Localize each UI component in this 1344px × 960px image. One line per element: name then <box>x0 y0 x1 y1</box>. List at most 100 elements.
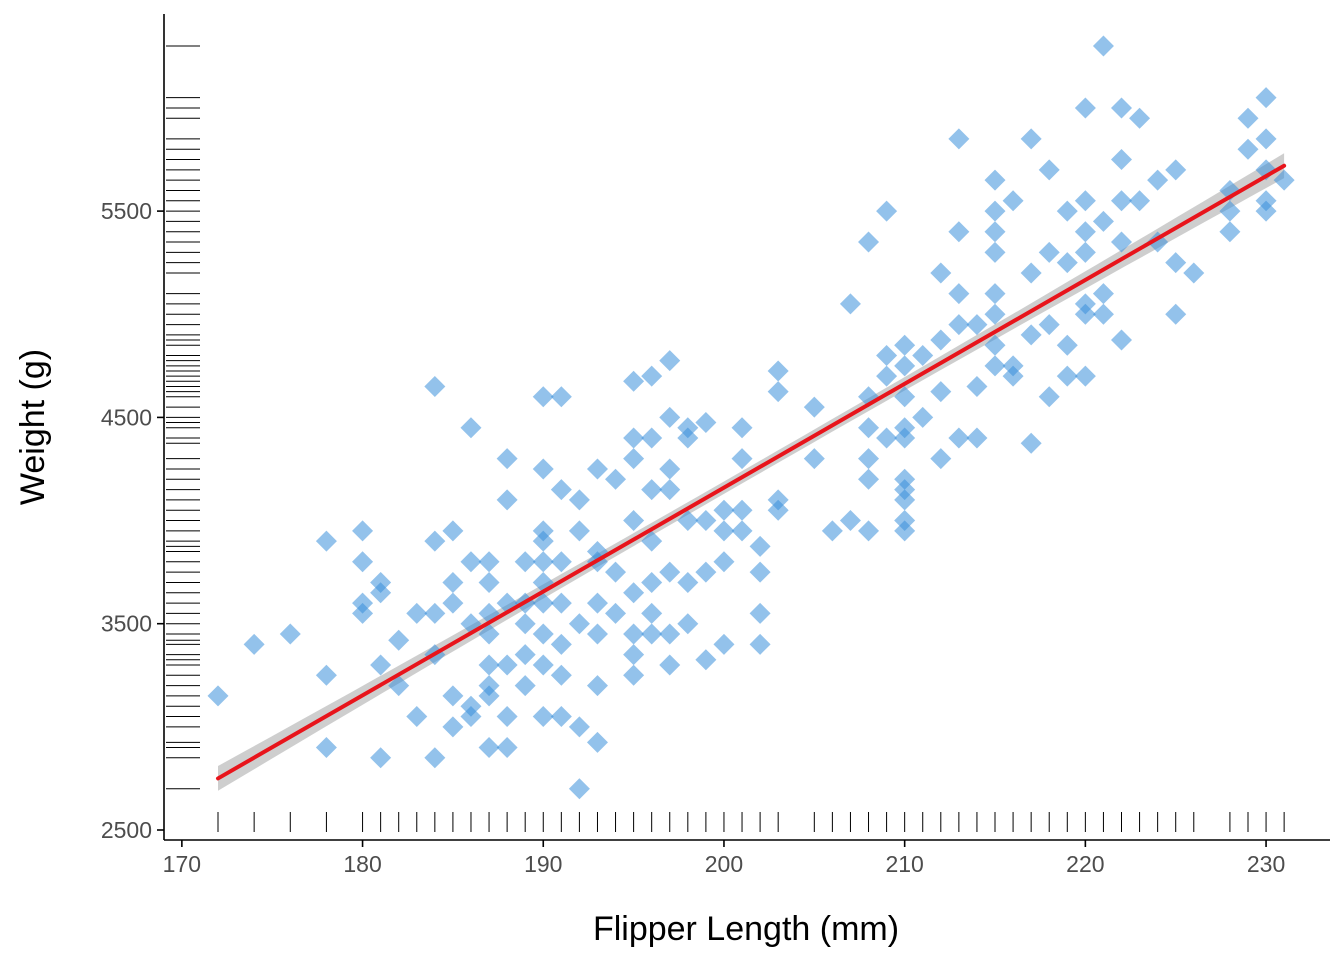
data-point <box>424 530 446 552</box>
data-point <box>948 128 970 150</box>
data-point <box>550 592 572 614</box>
data-point <box>478 623 500 645</box>
data-point <box>966 375 988 397</box>
data-point <box>315 736 337 758</box>
data-point <box>912 406 934 428</box>
data-point <box>1165 159 1187 181</box>
data-point <box>1020 432 1042 454</box>
data-point <box>641 365 663 387</box>
data-point <box>966 314 988 336</box>
data-point <box>605 602 627 624</box>
data-point <box>731 520 753 542</box>
data-points-layer <box>207 35 1295 800</box>
data-point <box>532 386 554 408</box>
fit-line-layer <box>216 163 1287 781</box>
data-point <box>713 551 735 573</box>
data-point <box>623 644 645 666</box>
data-point <box>352 520 374 542</box>
data-point <box>1165 303 1187 325</box>
data-point <box>930 448 952 470</box>
data-point <box>1111 149 1132 171</box>
data-point <box>532 654 554 676</box>
data-point <box>948 427 970 449</box>
data-point <box>623 370 645 392</box>
data-point <box>478 571 500 593</box>
y-axis-title: Weight (g) <box>14 349 52 505</box>
data-point <box>568 613 590 635</box>
data-point <box>677 510 699 532</box>
data-point <box>568 778 590 800</box>
data-point <box>279 623 301 645</box>
data-point <box>1092 35 1114 57</box>
data-point <box>550 551 572 573</box>
y-tick-label: 4500 <box>101 404 152 430</box>
data-point <box>821 520 843 542</box>
data-point <box>442 716 464 738</box>
data-point <box>568 716 590 738</box>
data-point <box>1074 190 1096 212</box>
data-point <box>424 602 446 624</box>
data-point <box>478 685 500 707</box>
data-point <box>930 329 952 351</box>
x-tick-label: 210 <box>885 851 923 877</box>
data-point <box>478 736 500 758</box>
data-point <box>1056 200 1078 222</box>
data-point <box>839 293 861 315</box>
data-point <box>352 551 374 573</box>
fit-line <box>216 163 1287 781</box>
data-point <box>930 381 952 403</box>
data-point <box>839 510 861 532</box>
data-point <box>858 417 880 439</box>
data-point <box>370 747 392 769</box>
data-point <box>586 458 608 480</box>
data-point <box>1038 314 1060 336</box>
data-point <box>496 448 518 470</box>
data-point <box>352 602 374 624</box>
data-point <box>1056 334 1078 356</box>
data-point <box>605 468 627 490</box>
data-point <box>1111 231 1132 253</box>
data-point <box>1056 252 1078 274</box>
data-point <box>532 551 554 573</box>
data-point <box>659 479 681 501</box>
data-point <box>659 623 681 645</box>
data-point <box>1020 128 1042 150</box>
data-point <box>532 706 554 728</box>
data-point <box>984 283 1006 305</box>
data-point <box>1255 87 1277 109</box>
data-point <box>984 221 1006 243</box>
data-point <box>858 520 880 542</box>
data-point <box>623 427 645 449</box>
data-point <box>1020 262 1042 284</box>
data-point <box>749 602 771 624</box>
data-point <box>695 412 717 434</box>
data-point <box>605 561 627 583</box>
data-point <box>659 458 681 480</box>
data-point <box>695 649 717 671</box>
data-point <box>1002 190 1024 212</box>
data-point <box>586 675 608 697</box>
data-point <box>894 355 916 377</box>
data-point <box>641 602 663 624</box>
data-point <box>550 664 572 686</box>
data-point <box>858 448 880 470</box>
data-point <box>894 334 916 356</box>
data-point <box>586 592 608 614</box>
data-point <box>677 427 699 449</box>
data-point <box>984 355 1006 377</box>
data-point <box>858 468 880 490</box>
data-point <box>568 489 590 511</box>
data-point <box>532 458 554 480</box>
data-point <box>894 489 916 511</box>
data-point <box>641 479 663 501</box>
data-point <box>1273 169 1295 191</box>
data-point <box>550 386 572 408</box>
data-point <box>641 623 663 645</box>
data-point <box>460 706 482 728</box>
x-tick-label: 230 <box>1247 851 1285 877</box>
data-point <box>876 427 898 449</box>
data-point <box>1183 262 1205 284</box>
data-point <box>767 381 789 403</box>
